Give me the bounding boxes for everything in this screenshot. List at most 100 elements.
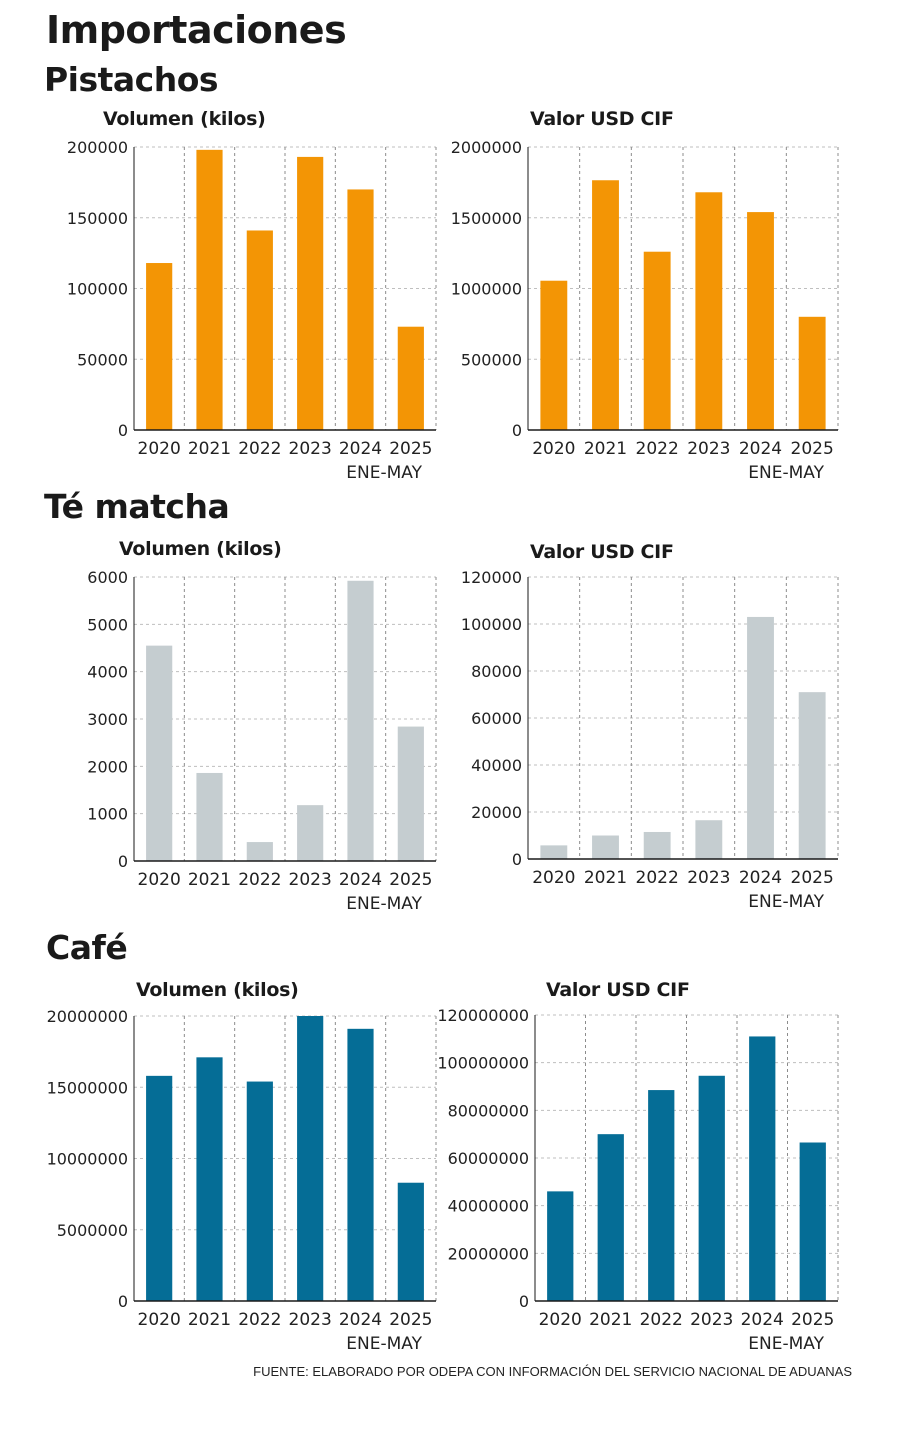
bar-2020 (540, 845, 568, 859)
y-tick-label: 0 (118, 421, 128, 440)
x-tick-label: 2020 (532, 868, 575, 888)
x-tick-label: 2022 (238, 439, 281, 459)
y-tick-label: 20000000 (47, 1007, 128, 1026)
bar-2021 (196, 1057, 223, 1301)
bar-2021 (196, 772, 223, 861)
bar-2025 (397, 726, 424, 861)
bar-2025 (799, 1142, 826, 1301)
x-tick-label: 2023 (289, 1310, 332, 1330)
x-tick-label: 2021 (188, 1310, 231, 1330)
x-tick-label: 2025 (389, 439, 432, 459)
chart-title: Volumen (kilos) (119, 538, 282, 560)
y-tick-label: 1500000 (451, 209, 522, 228)
y-tick-label: 1000000 (451, 280, 522, 299)
section-title-te-matcha: Té matcha (44, 487, 230, 526)
y-tick-label: 5000 (87, 615, 128, 634)
bar-2023 (297, 156, 324, 430)
bar-2024 (347, 189, 374, 430)
y-tick-label: 100000 (67, 280, 128, 299)
y-tick-label: 2000 (87, 757, 128, 776)
y-tick-label: 0 (519, 1292, 529, 1311)
bar-2021 (196, 149, 223, 430)
bar-2024 (347, 580, 374, 861)
y-tick-label: 6000 (87, 568, 128, 587)
bar-2020 (146, 645, 173, 861)
bar-2020 (540, 280, 568, 430)
bar-2021 (597, 1134, 624, 1301)
bar-2024 (747, 212, 774, 430)
bar-2022 (648, 1090, 675, 1301)
page-title: Importaciones (46, 8, 347, 52)
y-tick-label: 80000 (471, 662, 522, 681)
bar-2020 (146, 263, 173, 430)
y-tick-label: 80000000 (448, 1101, 529, 1120)
section-title-cafe: Café (46, 928, 128, 967)
x-tick-label: 2021 (188, 439, 231, 459)
bar-2025 (397, 326, 424, 430)
y-tick-label: 40000000 (448, 1197, 529, 1216)
y-tick-label: 120000 (461, 568, 522, 587)
bar-2025 (798, 316, 826, 430)
x-tick-label: 2023 (690, 1310, 733, 1330)
y-tick-label: 4000 (87, 663, 128, 682)
bar-2022 (246, 230, 273, 430)
x-tick-label: 2021 (589, 1310, 632, 1330)
y-tick-label: 100000 (461, 615, 522, 634)
y-tick-label: 0 (512, 850, 522, 869)
chart-title: Valor USD CIF (530, 108, 674, 130)
bar-2025 (798, 692, 826, 859)
x-tick-label: 2023 (289, 870, 332, 890)
chart-title: Volumen (kilos) (103, 108, 266, 130)
bar-2020 (547, 1191, 574, 1301)
bar-2023 (695, 820, 723, 859)
x-tick-sublabel: ENE-MAY (748, 892, 824, 912)
y-tick-label: 2000000 (451, 138, 522, 157)
x-tick-label: 2024 (739, 868, 782, 888)
y-tick-label: 500000 (461, 350, 522, 369)
x-tick-label: 2023 (687, 439, 730, 459)
y-tick-label: 10000000 (47, 1150, 128, 1169)
x-tick-label: 2022 (636, 439, 679, 459)
bar-2022 (246, 842, 273, 861)
bar-2021 (592, 835, 619, 859)
x-tick-label: 2020 (532, 439, 575, 459)
bar-2022 (643, 251, 671, 430)
x-tick-label: 2020 (138, 1310, 181, 1330)
x-tick-label: 2025 (389, 1310, 432, 1330)
x-tick-label: 2020 (138, 439, 181, 459)
x-tick-label: 2022 (238, 870, 281, 890)
bar-2023 (297, 805, 324, 861)
x-tick-sublabel: ENE-MAY (346, 1334, 422, 1354)
y-tick-label: 60000 (471, 709, 522, 728)
x-tick-label: 2022 (636, 868, 679, 888)
chart-title: Volumen (kilos) (136, 979, 299, 1001)
y-tick-label: 5000000 (57, 1221, 128, 1240)
x-tick-label: 2024 (339, 439, 382, 459)
bar-2022 (246, 1081, 273, 1301)
bar-2021 (592, 180, 619, 430)
x-tick-label: 2024 (339, 870, 382, 890)
y-tick-label: 15000000 (47, 1078, 128, 1097)
x-tick-label: 2020 (138, 870, 181, 890)
y-tick-label: 20000000 (448, 1244, 529, 1263)
bar-2024 (749, 1036, 776, 1301)
y-tick-label: 100000000 (437, 1054, 529, 1073)
x-tick-label: 2025 (791, 868, 834, 888)
x-tick-label: 2025 (389, 870, 432, 890)
bar-2024 (747, 616, 774, 859)
y-tick-label: 60000000 (448, 1149, 529, 1168)
source-note: FUENTE: ELABORADO POR ODEPA CON INFORMAC… (253, 1364, 852, 1379)
x-tick-label: 2020 (539, 1310, 582, 1330)
x-tick-label: 2024 (339, 1310, 382, 1330)
chart-title: Valor USD CIF (546, 979, 690, 1001)
x-tick-sublabel: ENE-MAY (748, 1334, 824, 1354)
x-tick-label: 2024 (741, 1310, 784, 1330)
y-tick-label: 1000 (87, 805, 128, 824)
y-tick-label: 200000 (67, 138, 128, 157)
y-tick-label: 150000 (67, 209, 128, 228)
x-tick-label: 2021 (188, 870, 231, 890)
